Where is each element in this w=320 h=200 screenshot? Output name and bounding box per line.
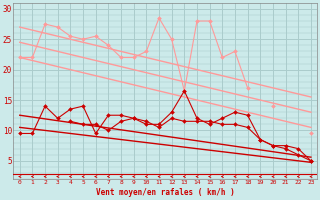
- X-axis label: Vent moyen/en rafales ( km/h ): Vent moyen/en rafales ( km/h ): [96, 188, 235, 197]
